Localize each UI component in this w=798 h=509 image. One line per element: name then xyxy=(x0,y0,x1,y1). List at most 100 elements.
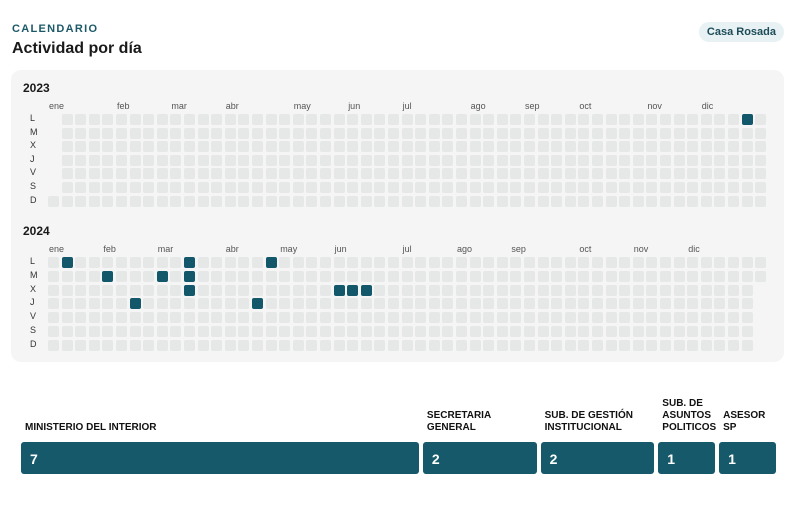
day-cell[interactable] xyxy=(578,339,590,351)
day-cell[interactable] xyxy=(469,154,481,166)
day-cell[interactable] xyxy=(632,257,644,268)
day-cell[interactable] xyxy=(374,270,386,282)
day-cell[interactable] xyxy=(129,257,141,268)
day-cell[interactable] xyxy=(197,168,209,180)
day-cell[interactable] xyxy=(224,141,236,153)
day-cell[interactable] xyxy=(415,298,427,310)
day-cell[interactable] xyxy=(700,326,712,337)
day-cell[interactable] xyxy=(428,284,440,296)
day-cell[interactable] xyxy=(252,168,263,180)
day-cell[interactable] xyxy=(578,141,590,153)
day-cell[interactable] xyxy=(88,195,100,207)
day-cell[interactable] xyxy=(700,114,712,125)
day-cell[interactable] xyxy=(428,298,440,310)
day-cell[interactable] xyxy=(632,154,644,166)
day-cell[interactable] xyxy=(442,114,454,125)
day-cell[interactable] xyxy=(469,257,481,268)
day-cell[interactable] xyxy=(156,195,168,207)
day-cell[interactable] xyxy=(483,141,495,153)
day-cell[interactable] xyxy=(388,339,399,351)
day-cell[interactable] xyxy=(116,270,127,282)
day-cell[interactable] xyxy=(156,312,168,324)
day-cell[interactable] xyxy=(605,195,617,207)
day-cell[interactable] xyxy=(388,298,399,310)
day-cell[interactable] xyxy=(524,270,535,282)
day-cell[interactable] xyxy=(347,326,359,337)
day-cell[interactable] xyxy=(401,284,413,296)
day-cell[interactable] xyxy=(469,339,481,351)
day-cell[interactable] xyxy=(48,284,59,296)
day-cell[interactable] xyxy=(333,114,345,125)
day-cell[interactable] xyxy=(401,168,413,180)
day-cell[interactable] xyxy=(537,312,549,324)
day-cell[interactable] xyxy=(496,182,508,193)
day-cell[interactable] xyxy=(374,114,386,125)
day-cell[interactable] xyxy=(469,312,481,324)
day-cell[interactable] xyxy=(238,141,250,153)
day-cell[interactable] xyxy=(211,298,223,310)
day-cell[interactable] xyxy=(632,312,644,324)
day-cell[interactable] xyxy=(755,114,767,125)
day-cell[interactable] xyxy=(252,127,263,139)
day-cell[interactable] xyxy=(551,312,563,324)
day-cell[interactable] xyxy=(496,114,508,125)
day-cell[interactable] xyxy=(48,270,59,282)
day-cell[interactable] xyxy=(102,168,114,180)
day-cell[interactable] xyxy=(306,257,318,268)
day-cell[interactable] xyxy=(551,195,563,207)
day-cell[interactable] xyxy=(728,257,739,268)
day-cell[interactable] xyxy=(673,270,685,282)
day-cell[interactable] xyxy=(197,298,209,310)
day-cell[interactable] xyxy=(211,326,223,337)
day-cell[interactable] xyxy=(673,195,685,207)
day-cell[interactable] xyxy=(524,154,535,166)
day-cell[interactable] xyxy=(61,195,73,207)
day-cell[interactable] xyxy=(156,127,168,139)
day-cell[interactable] xyxy=(170,339,182,351)
day-cell[interactable] xyxy=(660,298,671,310)
day-cell[interactable] xyxy=(197,127,209,139)
day-cell[interactable] xyxy=(646,154,658,166)
day-cell[interactable] xyxy=(61,339,73,351)
day-cell[interactable] xyxy=(456,339,467,351)
day-cell[interactable] xyxy=(646,141,658,153)
day-cell[interactable] xyxy=(728,312,739,324)
day-cell[interactable] xyxy=(646,257,658,268)
day-cell[interactable] xyxy=(496,312,508,324)
day-cell[interactable] xyxy=(279,257,291,268)
day-cell[interactable] xyxy=(619,284,631,296)
day-cell[interactable] xyxy=(646,284,658,296)
day-cell[interactable] xyxy=(320,168,331,180)
day-cell[interactable] xyxy=(673,326,685,337)
day-cell[interactable] xyxy=(646,312,658,324)
day-cell[interactable] xyxy=(170,270,182,282)
day-cell[interactable] xyxy=(197,326,209,337)
day-cell[interactable] xyxy=(592,114,603,125)
day-cell[interactable] xyxy=(306,154,318,166)
day-cell[interactable] xyxy=(129,326,141,337)
day-cell[interactable] xyxy=(48,326,59,337)
day-cell[interactable] xyxy=(510,114,522,125)
day-cell[interactable] xyxy=(211,312,223,324)
day-cell[interactable] xyxy=(687,326,699,337)
day-cell[interactable] xyxy=(129,270,141,282)
day-cell[interactable] xyxy=(415,270,427,282)
day-cell[interactable] xyxy=(252,195,263,207)
day-cell[interactable] xyxy=(116,257,127,268)
day-cell[interactable] xyxy=(728,195,739,207)
day-cell-active[interactable] xyxy=(252,298,263,310)
day-cell[interactable] xyxy=(592,127,603,139)
day-cell[interactable] xyxy=(660,270,671,282)
day-cell[interactable] xyxy=(279,270,291,282)
day-cell[interactable] xyxy=(129,339,141,351)
day-cell[interactable] xyxy=(632,182,644,193)
day-cell[interactable] xyxy=(374,195,386,207)
day-cell[interactable] xyxy=(374,339,386,351)
day-cell[interactable] xyxy=(673,284,685,296)
day-cell[interactable] xyxy=(333,257,345,268)
day-cell[interactable] xyxy=(143,182,155,193)
day-cell[interactable] xyxy=(61,182,73,193)
day-cell[interactable] xyxy=(170,141,182,153)
day-cell[interactable] xyxy=(224,127,236,139)
day-cell[interactable] xyxy=(320,127,331,139)
